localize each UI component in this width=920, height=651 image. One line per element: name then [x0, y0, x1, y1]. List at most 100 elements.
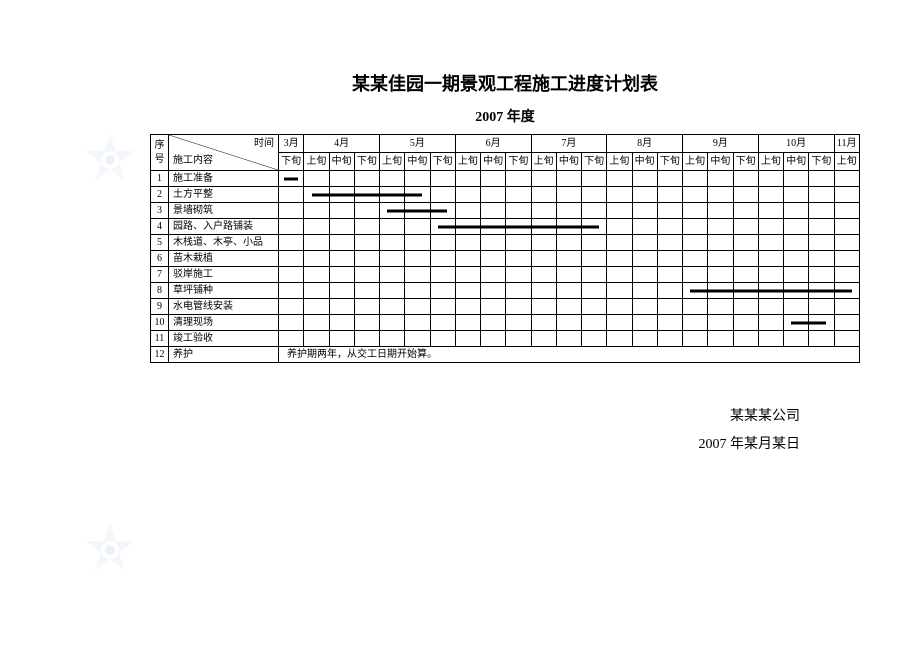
gantt-bar — [791, 321, 808, 324]
period-cell — [531, 315, 556, 331]
note-cell: 养护期两年，从交工日期开始算。 — [279, 347, 860, 363]
time-label: 时间 — [254, 137, 274, 151]
gantt-bar — [456, 225, 480, 228]
period-cell — [304, 219, 329, 235]
period-cell — [784, 283, 809, 299]
period-header: 中旬 — [632, 153, 657, 171]
seq-cell: 10 — [151, 315, 169, 331]
period-cell — [683, 219, 708, 235]
table-row: 9水电管线安装 — [151, 299, 860, 315]
period-cell — [809, 283, 834, 299]
table-row: 11竣工验收 — [151, 331, 860, 347]
period-cell — [834, 283, 860, 299]
period-cell — [329, 187, 354, 203]
task-name-cell: 施工准备 — [169, 171, 279, 187]
gantt-bar — [734, 289, 758, 292]
gantt-bar — [405, 193, 422, 196]
period-cell — [758, 315, 783, 331]
table-row: 8草坪铺种 — [151, 283, 860, 299]
period-cell — [733, 299, 758, 315]
diag-header: 时间施工内容 — [169, 135, 279, 171]
gantt-bar — [431, 209, 448, 212]
period-cell — [329, 299, 354, 315]
period-cell — [758, 187, 783, 203]
period-cell — [329, 251, 354, 267]
period-cell — [279, 171, 304, 187]
period-header: 下旬 — [354, 153, 379, 171]
period-cell — [304, 235, 329, 251]
period-cell — [481, 251, 506, 267]
period-cell — [582, 187, 607, 203]
table-row: 2土方平整 — [151, 187, 860, 203]
period-cell — [657, 235, 682, 251]
period-cell — [506, 203, 531, 219]
period-cell — [506, 251, 531, 267]
period-cell — [632, 251, 657, 267]
period-cell — [506, 171, 531, 187]
period-cell — [632, 283, 657, 299]
period-cell — [683, 203, 708, 219]
period-cell — [506, 219, 531, 235]
table-row: 1施工准备 — [151, 171, 860, 187]
period-cell — [758, 283, 783, 299]
period-header: 中旬 — [784, 153, 809, 171]
watermark-top — [80, 130, 140, 190]
period-cell — [455, 187, 480, 203]
task-name-cell: 木栈道、木亭、小品 — [169, 235, 279, 251]
gantt-bar — [438, 225, 455, 228]
period-cell — [405, 315, 430, 331]
table-body: 1施工准备2土方平整3景墙砌筑4园路、入户路铺装5木栈道、木亭、小品6苗木栽植7… — [151, 171, 860, 363]
period-cell — [481, 331, 506, 347]
period-cell — [329, 235, 354, 251]
period-cell — [455, 203, 480, 219]
period-cell — [733, 187, 758, 203]
period-cell — [329, 315, 354, 331]
period-cell — [455, 219, 480, 235]
period-cell — [304, 315, 329, 331]
period-header: 上旬 — [455, 153, 480, 171]
period-header: 下旬 — [506, 153, 531, 171]
period-cell — [531, 267, 556, 283]
period-cell — [556, 219, 581, 235]
period-cell — [784, 171, 809, 187]
gantt-bar — [312, 193, 329, 196]
period-header: 上旬 — [834, 153, 860, 171]
gantt-bar — [380, 193, 404, 196]
period-cell — [708, 235, 733, 251]
period-cell — [354, 315, 379, 331]
period-cell — [304, 251, 329, 267]
period-cell — [481, 235, 506, 251]
period-cell — [531, 219, 556, 235]
period-cell — [784, 219, 809, 235]
gantt-bar — [405, 209, 429, 212]
period-cell — [531, 187, 556, 203]
period-cell — [380, 299, 405, 315]
period-cell — [657, 187, 682, 203]
period-cell — [430, 283, 455, 299]
table-row: 5木栈道、木亭、小品 — [151, 235, 860, 251]
period-cell — [354, 283, 379, 299]
period-cell — [809, 203, 834, 219]
period-cell — [279, 331, 304, 347]
period-cell — [354, 299, 379, 315]
gantt-bar — [835, 289, 852, 292]
period-cell — [279, 203, 304, 219]
period-cell — [784, 203, 809, 219]
period-cell — [556, 331, 581, 347]
gantt-bar — [387, 209, 404, 212]
period-cell — [455, 315, 480, 331]
period-cell — [481, 203, 506, 219]
period-cell — [556, 315, 581, 331]
period-cell — [455, 267, 480, 283]
period-cell — [405, 299, 430, 315]
period-cell — [708, 187, 733, 203]
period-cell — [304, 203, 329, 219]
month-header: 9月 — [683, 135, 759, 153]
period-header: 中旬 — [329, 153, 354, 171]
period-header: 下旬 — [582, 153, 607, 171]
gantt-bar — [809, 289, 833, 292]
period-cell — [531, 235, 556, 251]
footer-company: 某某某公司 — [150, 403, 800, 431]
period-cell — [834, 299, 860, 315]
period-cell — [430, 315, 455, 331]
